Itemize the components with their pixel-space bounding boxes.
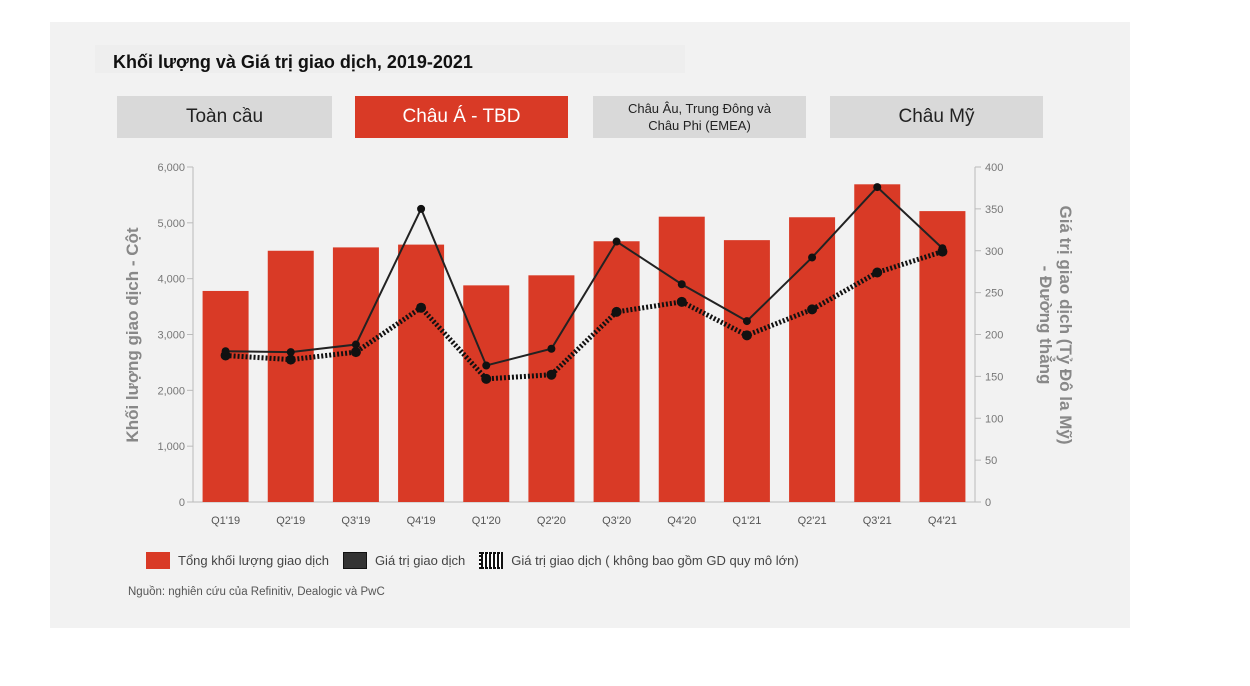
left-tick-label: 5,000 [157, 218, 185, 230]
point-value-excl [872, 267, 883, 278]
point-value [286, 348, 295, 357]
point-value [612, 237, 621, 246]
x-tick-label: Q2'19 [276, 515, 305, 527]
point-value [808, 253, 817, 262]
bar-volume [267, 250, 314, 502]
x-tick-label: Q3'21 [863, 515, 892, 527]
x-tick-label: Q4'21 [928, 515, 957, 527]
x-tick-label: Q2'20 [537, 515, 566, 527]
right-tick-label: 350 [985, 204, 1003, 216]
line-value-excl [225, 249, 944, 382]
right-axis-title: Giá trị giao dịch (Tỷ Đô la Mỹ)- Đường t… [1036, 206, 1075, 445]
point-value [547, 344, 556, 353]
x-tick-label: Q3'19 [341, 515, 370, 527]
bar-volume [919, 211, 966, 502]
legend-swatch-line [342, 552, 367, 569]
bar-volume [593, 241, 640, 502]
right-tick-label: 150 [985, 371, 1003, 383]
point-value [677, 280, 686, 289]
legend-label-volume: Tổng khối lượng giao dịch [178, 553, 329, 568]
legend-label-value: Giá trị giao dịch [374, 553, 466, 568]
point-value [873, 183, 882, 192]
point-value [221, 347, 230, 356]
point-value-excl [676, 296, 687, 307]
title-bar [95, 45, 685, 73]
bar-volume [723, 240, 770, 502]
left-tick-label: 6,000 [157, 162, 185, 174]
x-tick-label: Q4'19 [407, 515, 436, 527]
tab-global[interactable]: Toàn cầu [117, 96, 332, 138]
left-tick-label: 2,000 [157, 385, 185, 397]
right-tick-label: 0 [985, 497, 991, 509]
x-tick-label: Q1'19 [211, 515, 240, 527]
point-value-excl [285, 354, 296, 365]
right-tick-label: 50 [985, 455, 997, 467]
point-value-excl [741, 330, 752, 341]
bar-volume [202, 290, 249, 502]
legend-swatch-dotted [479, 552, 504, 569]
bar-volume [332, 247, 379, 502]
x-tick-label: Q1'20 [472, 515, 501, 527]
legend-item-value: Giá trị giao dịch [342, 552, 466, 569]
x-tick-label: Q1'21 [732, 515, 761, 527]
x-tick-label: Q4'20 [667, 515, 696, 527]
point-value-excl [546, 369, 557, 380]
bar-volume [528, 275, 575, 502]
x-tick-label: Q2'21 [798, 515, 827, 527]
point-value-excl [481, 373, 492, 384]
left-tick-label: 0 [179, 497, 185, 509]
point-value-excl [807, 304, 818, 315]
bar-volume [854, 184, 901, 502]
left-tick-label: 3,000 [157, 330, 185, 342]
tab-asia-pacific[interactable]: Châu Á - TBD [355, 96, 568, 138]
point-value-excl [350, 347, 361, 358]
legend-item-value-excl: Giá trị giao dịch ( không bao gồm GD quy… [479, 552, 799, 569]
point-value [482, 361, 491, 370]
line-value [225, 185, 944, 367]
point-value [417, 204, 426, 213]
bar-volume [398, 244, 445, 502]
right-tick-label: 400 [985, 162, 1003, 174]
left-axis-title: Khối lượng giao dịch - Cột [123, 227, 142, 442]
right-tick-label: 200 [985, 330, 1003, 342]
point-value [351, 340, 360, 349]
left-tick-label: 4,000 [157, 274, 185, 286]
bar-volume [463, 285, 510, 502]
chart-title: Khối lượng và Giá trị giao dịch, 2019-20… [113, 52, 473, 72]
bar-volume [658, 216, 705, 503]
left-tick-label: 1,000 [157, 441, 185, 453]
right-tick-label: 300 [985, 246, 1003, 258]
x-tick-label: Q3'20 [602, 515, 631, 527]
legend: Tổng khối lượng giao dịch Giá trị giao d… [146, 552, 813, 569]
tab-emea[interactable]: Châu Âu, Trung Đông và Châu Phi (EMEA) [593, 96, 806, 138]
legend-swatch-bar [146, 552, 170, 569]
bar-volume [789, 217, 836, 502]
point-value-excl [611, 306, 622, 317]
point-value [742, 317, 751, 326]
legend-label-value-excl: Giá trị giao dịch ( không bao gồm GD quy… [511, 553, 799, 568]
point-value [938, 244, 947, 253]
right-tick-label: 100 [985, 413, 1003, 425]
point-value-excl [416, 302, 427, 313]
tab-americas[interactable]: Châu Mỹ [830, 96, 1043, 138]
right-tick-label: 250 [985, 288, 1003, 300]
legend-item-volume: Tổng khối lượng giao dịch [146, 552, 329, 569]
source-note: Nguồn: nghiên cứu của Refinitiv, Dealogi… [128, 586, 385, 598]
